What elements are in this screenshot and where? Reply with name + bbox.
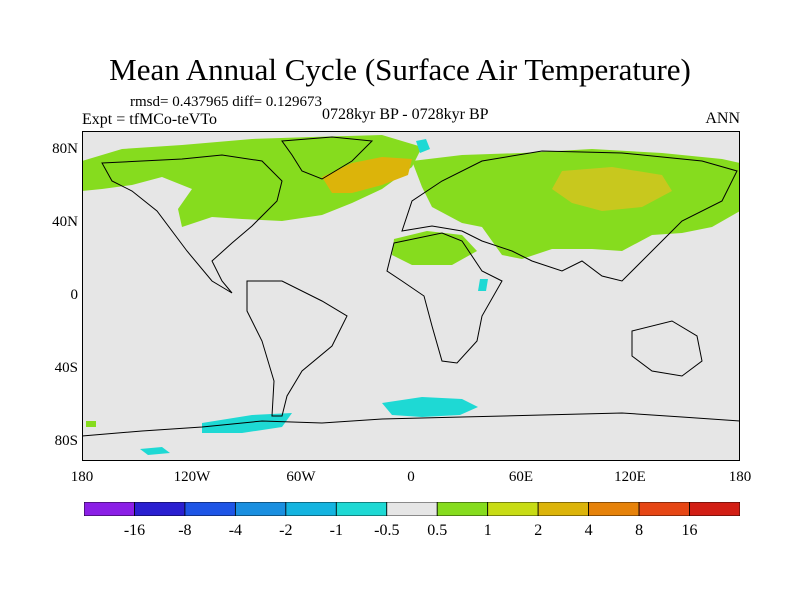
colorbar-label: -1 [329,522,343,539]
colorbar-swatch [537,502,590,516]
y-label-40n: 40N [52,214,78,230]
x-label-60e: 60E [508,469,534,485]
x-label-60w: 60W [286,469,316,485]
alaska-region [84,157,152,187]
colorbar-label: -2 [279,522,293,539]
map-border [82,131,740,461]
map-title: Mean Annual Cycle (Surface Air Temperatu… [109,52,691,87]
south-america-coast [246,280,348,417]
antarctica-coast [82,412,740,437]
x-label-180w: 180 [70,469,94,485]
colorbar-swatch [184,502,236,516]
colorbar-swatch [134,502,186,516]
greenland-sea-warm [322,157,412,193]
x-label-120e: 120E [614,469,646,485]
colorbar-label: -16 [123,522,146,539]
stats-text: rmsd= 0.437965 diff= 0.129673 [130,94,323,110]
africa-east-patch [478,279,488,291]
north-america-coast [101,154,283,294]
colorbar-label: -0.5 [374,522,400,539]
season-label: ANN [705,110,740,127]
coastlines [82,136,740,437]
colorbar [84,502,740,516]
colorbar-label: 16 [681,522,698,539]
y-label-80s: 80S [54,433,78,449]
colorbar-swatch [588,502,640,516]
bering-patch [140,447,170,455]
colorbar-label: 1 [483,522,492,539]
colorbar-swatch [84,502,135,516]
strong-anomaly-regions [322,157,672,211]
barents-patch [416,139,430,153]
africa-coast [386,232,503,364]
colorbar-swatch [335,502,388,516]
negative-anomaly-regions [140,139,488,455]
siberia-warm [552,167,672,211]
colorbar-label: 2 [534,522,543,539]
southern-ocean-green [86,421,96,427]
y-label-40s: 40S [54,360,78,376]
greenland-coast [281,136,374,180]
antarctic-ocean-patch [382,397,478,417]
y-label-0: 0 [70,287,79,303]
colorbar-label: 8 [635,522,644,539]
colorbar-swatch [638,502,690,516]
colorbar-label: -4 [228,522,243,539]
colorbar-swatch [386,502,438,516]
x-label-120w: 120W [173,469,211,485]
map-panel [82,131,740,461]
colorbar-swatch [436,502,489,516]
experiment-label: Expt = tfMCo-teVTo [82,111,217,128]
y-label-80n: 80N [52,141,78,157]
colorbar-swatch [285,502,337,516]
australia-coast [631,320,703,377]
colorbar-swatch [689,502,740,516]
colorbar-label: 4 [584,522,593,539]
colorbar-swatch [487,502,539,516]
arctic-north-america-region [82,135,422,227]
x-label-180e: 180 [728,469,752,485]
eurasia-coast [401,150,738,282]
colorbar-swatch [234,502,287,516]
period-label: 0728kyr BP - 0728kyr BP [322,106,489,123]
colorbar-label: -8 [178,522,192,539]
colorbar-label: 0.5 [427,522,448,539]
x-label-0: 0 [407,469,415,485]
